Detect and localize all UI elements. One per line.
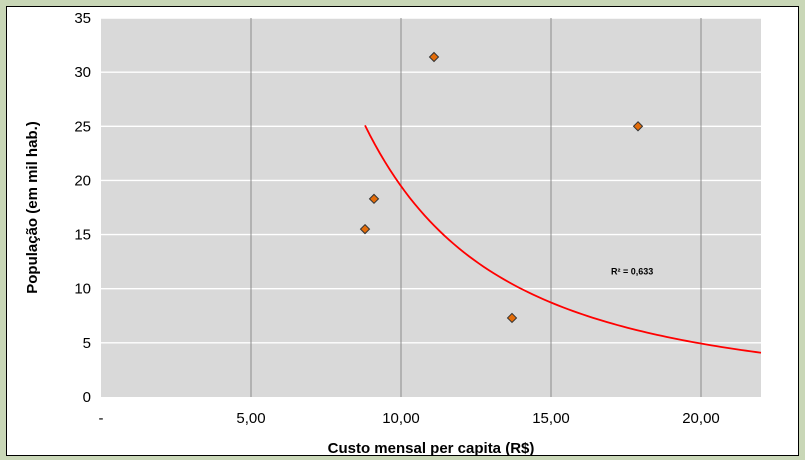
x-tick-label: 5,00 [236,410,265,427]
y-tick-label: 30 [74,64,91,81]
data-point [632,121,644,132]
y-tick-label: 0 [83,389,91,406]
x-tick-label: 20,00 [682,410,720,427]
y-tick-label: 25 [74,118,91,135]
x-tick-label: 10,00 [382,410,420,427]
y-tick-label: 5 [83,335,91,352]
data-point [359,223,371,235]
trendline [364,124,762,354]
y-tick-label: 20 [74,172,91,189]
r-squared-annotation: R² = 0,633 [611,267,653,277]
chart-frame: 0 5 10 15 20 25 30 35 - 5,00 10,00 15,00 20,00 R² = 0… [6,6,799,456]
plot-area [101,18,761,397]
x-tick-label: 15,00 [532,410,570,427]
data-point [506,312,518,324]
scatter-chart: 0 5 10 15 20 25 30 35 - 5,00 10,00 15,00 20,00 R² = 0… [24,10,762,455]
y-tick-label: 15 [74,227,91,244]
data-point [428,51,440,63]
x-axis-title: Custo mensal per capita (R$) [328,440,535,455]
y-tick-label: 35 [74,10,91,27]
y-tick-label: 10 [74,281,91,298]
y-axis-title: População (em mil hab.) [24,121,41,294]
data-point [368,193,380,205]
x-tick-label: - [99,410,104,427]
